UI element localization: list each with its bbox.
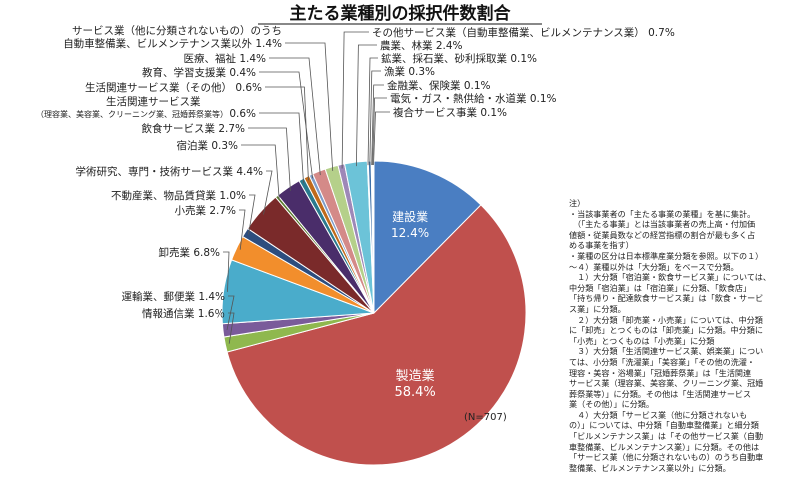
note-line: 「持ち帰り・配達飲食サービス業」は「飲食・サービ [569,293,764,304]
slice-12-leader-line [259,71,313,179]
slice-17-label: 鉱業、採石業、砂利採取業 0.1% [381,52,537,65]
slice-2-label: 情報通信業 1.6％ [142,307,225,320]
note-line: 理容・美容・浴場業」「冠婚葬祭業」は「生活関連 [569,367,752,378]
slice-20-leader-line [372,97,387,166]
note-line: 値額・従業員数などの経営指標の割合が最も多く占 [569,229,756,240]
note-line: 「サービス業（他に分類されないもの）のうち自動車 [569,452,764,463]
slice-4-label: 卸売業 6.8% [158,246,220,259]
slice-19-label: 金融業、保険業 0.1% [387,79,491,92]
slice-3-label: 運輸業、郵便業 1.4% [121,290,225,303]
slice-8-leader-line [241,144,280,200]
note-line: ス業」に分類。 [569,303,626,314]
note-line: める事業を指す） [569,240,634,251]
note-line: （「主たる事業」とは当該事業者の売上高・付加価 [569,219,756,230]
slice-0-wedge [373,160,482,315]
slice-17-leader-line [367,57,378,166]
sample-size-label: (N=707) [464,412,507,423]
note-line: サービス業（理容業、美容業、クリーニング業、冠婚 [569,378,764,389]
slice-3-leader-line [226,295,235,331]
slice-18-leader-line [369,70,381,166]
note-line: ３）大分類「生活関連サービス業、娯楽業」につい [569,346,764,357]
slice-1-label: 製造業 [396,368,435,384]
note-line: 車整備業、ビルメンテナンス業）」に分類。その他は [569,441,760,452]
note-line: 中分類「宿泊業」は「宿泊業」に分類、「飲食店」 [569,282,752,293]
note-line: 「小売」とつくものは「小売業」に分類 [569,335,715,346]
slice-10-value-label: 0.6% [229,108,256,120]
slice-13-leader-line [269,57,321,176]
slice-2-leader-line [228,312,235,344]
note-line: 「ビルメンテナンス業」は「その他サービス業（自動 [569,431,764,442]
note-line: 業（その他）」に分類。 [569,399,654,410]
slice-9-leader-line [248,127,291,191]
chart-title: 主たる業種別の採択件数割合 [290,3,512,24]
slice-12-label: 教育、学習支援業 0.4% [142,66,256,79]
note-line: ～４）業種以外は「大分類」をベースで分類。 [569,261,739,272]
slice-14-leader-line [285,42,334,171]
slice-21-leader-line [373,111,390,166]
slice-11-leader-line [265,86,309,181]
note-line: 注） [569,198,586,208]
slice-20-label: 電気・ガス・熱供給・水道業 0.1% [390,92,557,105]
slice-10-leader-line [259,112,304,183]
slice-15-label: その他サービス業（自動車整備業、ビルメンテナンス業） 0.7% [372,26,675,39]
note-line: に「卸売」とつくものは「卸売業」に分類。中分類に [569,325,763,336]
note-line: ・業種の区分は日本標準産業分類を参照。以下の１） [569,250,764,261]
note-line: ては、小分類「洗濯業」「美容業」「その他の洗濯・ [569,356,755,367]
note-line: ・当該事業者の「主たる事業の業種」を基に集計。 [569,208,756,219]
note-line: ４）大分類「サービス業（他に分類されないも [569,409,748,420]
slice-18-label: 漁業 0.3% [384,65,435,78]
slice-10-label: 生活関連サービス業 [106,95,201,108]
notes-panel: 注） ・当該事業者の「主たる事業の業種」を基に集計。 （「主たる事業」とは当該事業… [569,198,795,473]
slice-11-label: 生活関連サービス業（その他） 0.6% [85,81,262,94]
slice-16-leader-line [356,44,377,167]
slice-19-leader-line [371,84,384,166]
slice-8-label: 宿泊業 0.3% [176,139,238,152]
note-line: 葬祭業等）」に分類。その他は「生活関連サービス [569,388,752,399]
pie-slices [221,160,527,466]
slice-13-label: 医療、福祉 1.4% [183,52,266,65]
note-line: ２）大分類「卸売業・小売業」については、中分類 [569,314,763,325]
slice-6-label: 不動産業、物品賃貸業 1.0% [111,189,246,202]
leader-lines [223,31,390,344]
slice-5-label: 小売業 2.7% [174,204,236,217]
note-line: の）」については、中分類「自動車整備業」と細分類 [569,420,759,431]
slice-10-sublabel: （理容業、美容業、クリーニング業、冠婚葬祭業等） [36,109,228,119]
slice-7-label: 学術研究、専門・技術サービス業 4.4% [75,165,263,178]
slice-16-label: 農業、林業 2.4% [380,39,463,52]
slice-7-leader-line [263,170,273,215]
slice-9-label: 飲食サービス業 2.7% [141,122,245,135]
slice-21-label: 複合サービス事業 0.1% [393,106,507,119]
slice-1-value-label: 58.4% [394,385,435,400]
slice-15-leader-line [341,31,369,169]
slice-4-leader-line [223,251,230,292]
slice-6-leader-line [248,194,256,235]
slice-0-label: 建設業 [392,209,428,224]
slice-5-leader-line [239,209,246,250]
note-line: １）大分類「宿泊業・飲食サービス業」については、 [569,272,771,283]
slice-1-wedge [226,204,527,466]
slice-14-label-line1: サービス業（他に分類されないもの）のうち [72,24,282,37]
note-line: 整備業、ビルメンテナンス業以外」に分類。 [569,462,731,473]
slice-14-label: 自動車整備業、ビルメンテナンス業以外 1.4% [63,37,282,50]
slice-0-value-label: 12.4% [391,226,429,240]
